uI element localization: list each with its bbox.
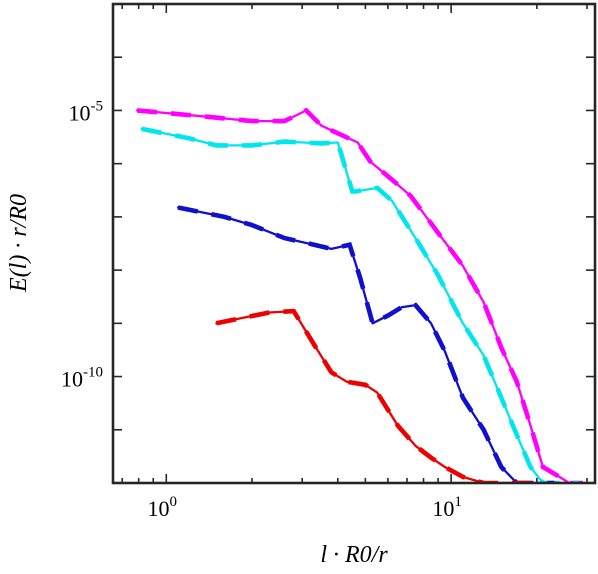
series-4-dashed-overlay: [215, 308, 531, 483]
y-axis-label: E(l) · r/R0: [6, 194, 32, 293]
y-tick-label-exponent: -10: [83, 365, 103, 381]
y-tick-label: 10-10: [61, 365, 103, 392]
y-tick-label-base: 10: [69, 100, 91, 125]
y-tick-label-exponent: -5: [91, 98, 104, 114]
series-3-dashed-overlay: [177, 205, 555, 483]
x-tick-label: 101: [432, 494, 462, 521]
plot-frame: [111, 2, 597, 485]
series-layer: [135, 107, 584, 483]
y-tick-label-base: 10: [61, 367, 83, 392]
x-axis-label: l · R0/r: [320, 542, 388, 568]
x-tick-label-base: 10: [432, 496, 454, 521]
x-tick-label-base: 10: [148, 496, 170, 521]
x-tick-label-exponent: 0: [170, 494, 178, 510]
series-3: [176, 205, 556, 483]
x-tick-label: 100: [148, 494, 178, 521]
series-4: [215, 308, 532, 483]
y-tick-label: 10-5: [69, 98, 104, 125]
series-3-line: [176, 206, 556, 483]
series-4-line: [215, 309, 532, 483]
series-2-dashed-overlay: [141, 126, 579, 483]
series-2: [140, 126, 580, 483]
x-tick-label-exponent: 1: [454, 494, 462, 510]
series-1: [135, 107, 584, 483]
